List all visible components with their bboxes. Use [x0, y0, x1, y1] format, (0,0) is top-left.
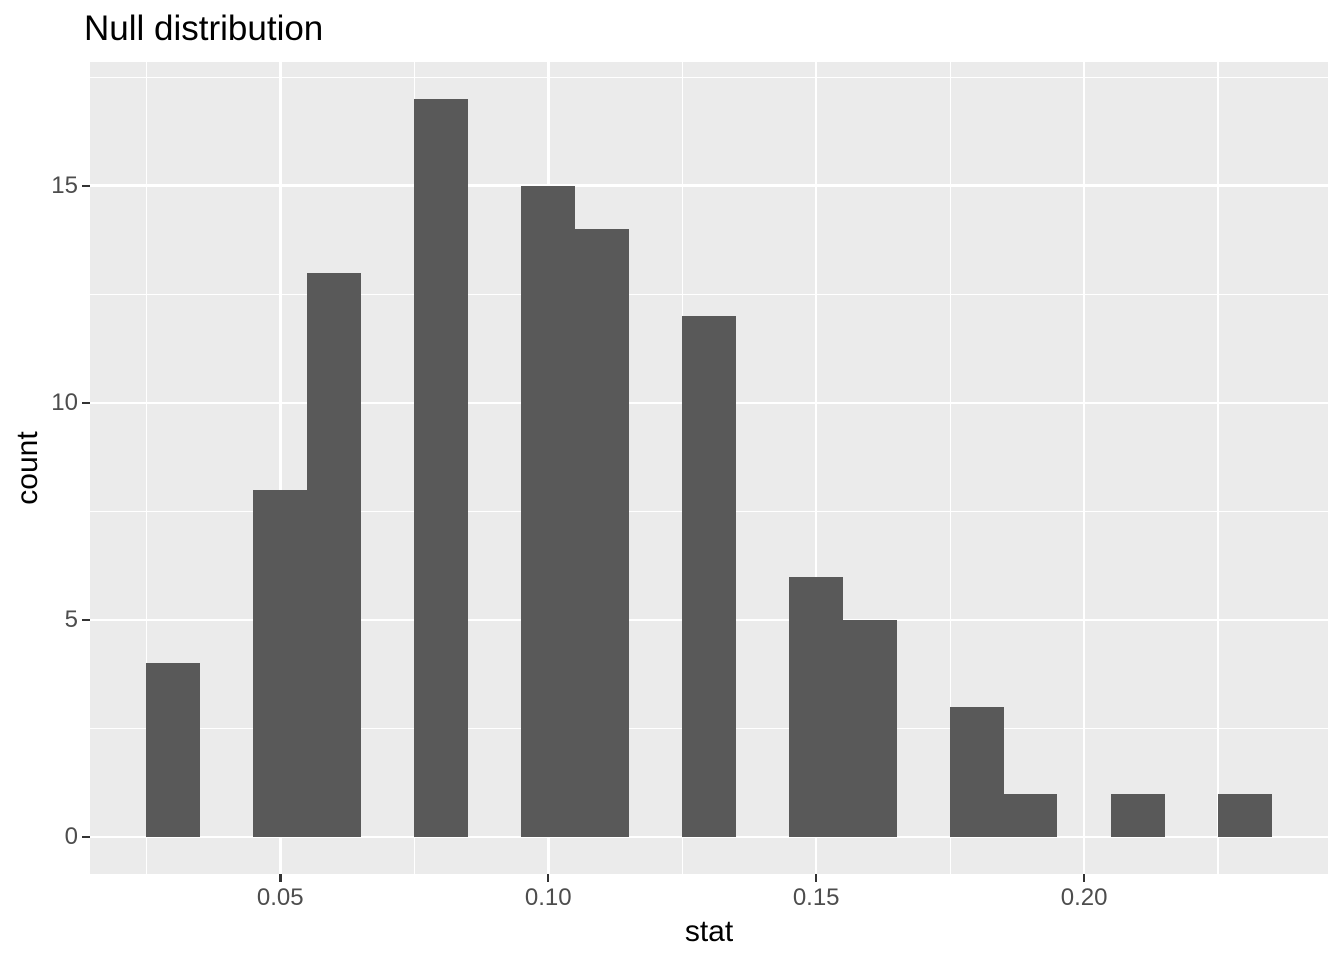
- y-axis-tick-mark: [82, 184, 90, 187]
- minor-gridline-horizontal: [90, 293, 1328, 295]
- y-axis-tick-label: 0: [64, 823, 78, 851]
- major-gridline-vertical: [814, 62, 818, 874]
- histogram-bar: [789, 576, 843, 838]
- y-axis-tick-mark: [82, 401, 90, 405]
- minor-gridline-vertical: [949, 62, 951, 874]
- y-axis-tick-label: 5: [64, 605, 78, 633]
- histogram-bar: [414, 98, 468, 838]
- histogram-bar: [253, 489, 308, 838]
- histogram-bar: [146, 663, 200, 838]
- major-gridline-horizontal: [90, 184, 1328, 188]
- histogram-bar: [1003, 793, 1058, 838]
- y-axis-tick-mark: [82, 835, 90, 839]
- histogram-bar: [950, 706, 1004, 838]
- minor-gridline-vertical: [1217, 62, 1219, 874]
- major-gridline-vertical: [278, 62, 282, 874]
- x-axis-title: stat: [684, 915, 734, 948]
- x-axis-tick-label: 0.05: [256, 884, 304, 911]
- y-axis-tick-label: 15: [51, 171, 78, 199]
- histogram-bar: [307, 272, 361, 838]
- plot-title: Null distribution: [84, 9, 324, 48]
- minor-gridline-vertical: [145, 62, 147, 874]
- histogram-bar: [1218, 793, 1272, 838]
- x-axis-tick-mark: [546, 874, 550, 882]
- y-axis-tick-label: 10: [51, 388, 78, 416]
- major-gridline-vertical: [1082, 62, 1086, 874]
- minor-gridline-vertical: [413, 62, 415, 874]
- x-axis-tick-mark: [1082, 874, 1086, 882]
- x-axis-tick-label: 0.15: [792, 884, 840, 911]
- x-axis-tick-label: 0.10: [524, 884, 572, 911]
- x-axis-tick-label: 0.20: [1060, 884, 1108, 911]
- plot-panel: [90, 62, 1328, 874]
- major-gridline-horizontal: [90, 835, 1328, 839]
- histogram-bar: [1110, 793, 1165, 838]
- histogram-bar: [842, 619, 897, 838]
- minor-gridline-horizontal: [90, 76, 1328, 78]
- x-axis-tick-mark: [814, 874, 818, 882]
- histogram-bar: [682, 316, 736, 838]
- histogram-bar: [575, 229, 629, 838]
- y-axis-tick-mark: [82, 618, 90, 622]
- y-axis-title: count: [11, 431, 44, 505]
- histogram-bar: [521, 185, 575, 838]
- minor-gridline-vertical: [681, 62, 683, 874]
- x-axis-tick-mark: [279, 874, 282, 882]
